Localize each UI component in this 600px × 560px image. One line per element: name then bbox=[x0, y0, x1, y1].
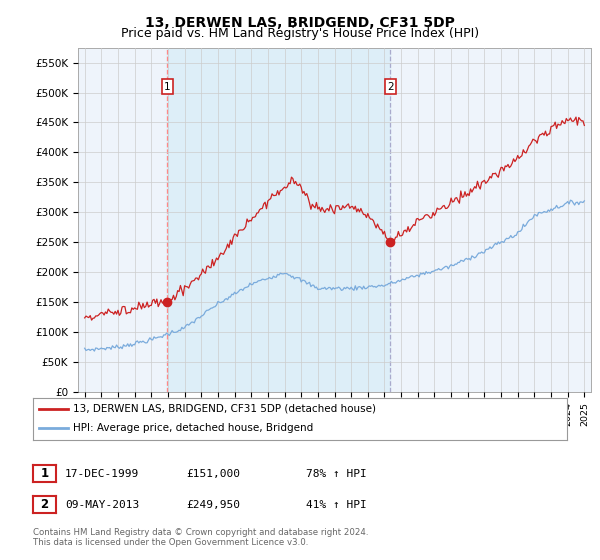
Text: 13, DERWEN LAS, BRIDGEND, CF31 5DP (detached house): 13, DERWEN LAS, BRIDGEND, CF31 5DP (deta… bbox=[73, 404, 376, 414]
Text: 17-DEC-1999: 17-DEC-1999 bbox=[65, 469, 139, 479]
Text: 1: 1 bbox=[164, 82, 170, 91]
Text: 09-MAY-2013: 09-MAY-2013 bbox=[65, 500, 139, 510]
Text: 41% ↑ HPI: 41% ↑ HPI bbox=[306, 500, 367, 510]
Text: 2: 2 bbox=[387, 82, 394, 91]
Text: HPI: Average price, detached house, Bridgend: HPI: Average price, detached house, Brid… bbox=[73, 423, 313, 433]
Bar bbox=[167, 48, 391, 392]
Text: 1: 1 bbox=[40, 467, 49, 480]
Text: Price paid vs. HM Land Registry's House Price Index (HPI): Price paid vs. HM Land Registry's House … bbox=[121, 27, 479, 40]
Text: 13, DERWEN LAS, BRIDGEND, CF31 5DP: 13, DERWEN LAS, BRIDGEND, CF31 5DP bbox=[145, 16, 455, 30]
Text: £151,000: £151,000 bbox=[186, 469, 240, 479]
Text: 2: 2 bbox=[40, 498, 49, 511]
Text: 78% ↑ HPI: 78% ↑ HPI bbox=[306, 469, 367, 479]
Text: Contains HM Land Registry data © Crown copyright and database right 2024.
This d: Contains HM Land Registry data © Crown c… bbox=[33, 528, 368, 548]
Text: £249,950: £249,950 bbox=[186, 500, 240, 510]
